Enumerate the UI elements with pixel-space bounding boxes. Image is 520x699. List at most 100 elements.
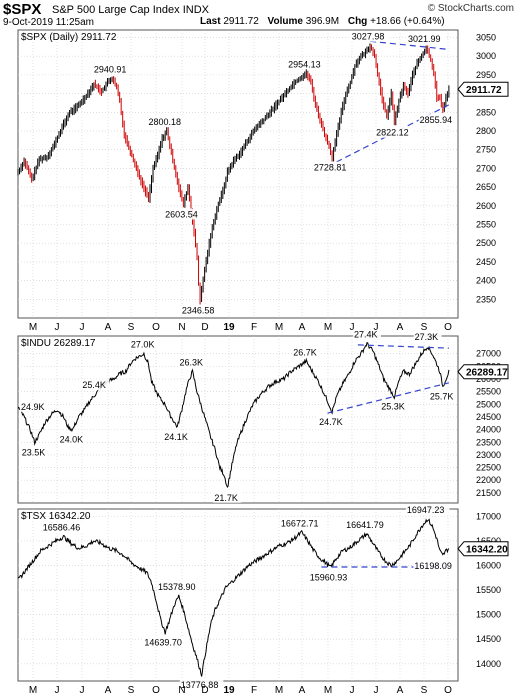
y-tick-label: 16500 — [476, 536, 501, 546]
x-tick-label: S — [421, 685, 428, 696]
trendline — [357, 344, 449, 349]
annotation-bg — [292, 346, 321, 358]
panel-legend: $INDU 26289.17 — [21, 338, 96, 349]
annotation-label: 23.5K — [22, 447, 46, 457]
x-tick-label: M — [324, 685, 332, 696]
annotation-label: 27.3K — [415, 332, 439, 342]
x-tick-label: A — [299, 322, 306, 333]
last-value-badge — [457, 364, 509, 380]
x-tick-label: A — [397, 322, 404, 333]
x-tick-label: J — [55, 322, 60, 333]
y-tick-label: 25000 — [476, 399, 501, 409]
y-tick-label: 24500 — [476, 412, 501, 422]
annotation-label: 2728.81 — [314, 163, 347, 173]
x-tick-label: O — [152, 685, 160, 696]
annotation-bg — [375, 126, 414, 138]
x-tick-label: J — [55, 685, 60, 696]
x-tick-label: J — [350, 685, 355, 696]
annotation-label: 2346.58 — [182, 306, 215, 316]
y-tick-label: 23000 — [476, 450, 501, 460]
x-tick-label: A — [105, 685, 112, 696]
annotation-bg — [179, 678, 224, 690]
series-line — [18, 342, 450, 488]
annotation-label: 16198.09 — [414, 561, 452, 571]
annotation-label: 27.4K — [354, 330, 378, 340]
x-tick-label: 19 — [223, 685, 235, 696]
annotation-label: 26.3K — [179, 357, 203, 367]
annotation-bg — [352, 328, 381, 340]
annotation-label: 3021.99 — [408, 34, 441, 44]
y-tick-label: 2950 — [476, 70, 496, 80]
y-tick-label: 14000 — [476, 659, 501, 669]
annotation-label: 3027.98 — [352, 32, 385, 42]
x-tick-label: A — [397, 685, 404, 696]
annotation-label: 15378.90 — [158, 582, 196, 592]
panel-frame-3 — [17, 508, 459, 682]
annotation-label: 2603.54 — [165, 209, 198, 219]
annotation-bg — [413, 331, 442, 343]
annotation-label: 16641.79 — [346, 520, 384, 530]
x-tick-label: J — [80, 685, 85, 696]
annotation-label: 2855.94 — [420, 115, 453, 125]
last-value-label: 2911.72 — [466, 85, 502, 96]
panel-legend: $TSX 16342.20 — [21, 511, 91, 522]
annotation-label: 2800.18 — [148, 117, 181, 127]
annotation-bg — [81, 379, 110, 391]
annotation-bg — [287, 58, 326, 70]
x-tick-label: 19 — [223, 322, 235, 333]
x-tick-label: O — [152, 322, 160, 333]
annotation-bg — [157, 581, 201, 593]
y-tick-label: 21500 — [476, 488, 501, 498]
index-name: S&P 500 Large Cap Index — [52, 4, 180, 16]
y-tick-label: 3050 — [476, 32, 496, 42]
annotation-bg — [380, 400, 409, 412]
annotation-bg — [413, 559, 457, 571]
annotation-label: 2954.13 — [288, 59, 321, 69]
y-tick-label: 27000 — [476, 349, 501, 359]
annotation-label: 25.4K — [82, 380, 106, 390]
annotation-bg — [147, 115, 186, 127]
x-tick-label: F — [251, 322, 257, 333]
annotation-label: 16672.71 — [281, 518, 319, 528]
last-value-label: 16342.20 — [466, 545, 508, 556]
y-tick-label: 16000 — [476, 561, 501, 571]
x-tick-label: J — [80, 322, 85, 333]
quote-datetime: 9-Oct-2019 11:25am — [3, 17, 94, 28]
y-tick-label: 2700 — [476, 163, 496, 173]
x-tick-label: M — [324, 322, 332, 333]
x-tick-label: O — [444, 322, 452, 333]
chart-header: $SPX S&P 500 Large Cap Index INDX 9-Oct-… — [0, 0, 520, 28]
exchange-label: INDX — [182, 4, 209, 16]
x-tick-label: D — [201, 322, 208, 333]
annotation-bg — [164, 208, 203, 220]
y-tick-label: 2650 — [476, 182, 496, 192]
annotation-label: 24.7K — [319, 417, 343, 427]
volume-label: Volume — [267, 16, 303, 27]
x-tick-label: F — [251, 685, 257, 696]
brand-watermark: © StockCharts.com — [427, 3, 514, 14]
panel-frame-2 — [17, 335, 459, 504]
annotation-bg — [178, 356, 207, 368]
x-tick-label: M — [275, 322, 283, 333]
annotation-bg — [163, 431, 192, 443]
x-tick-label: S — [421, 322, 428, 333]
y-tick-label: 2850 — [476, 107, 496, 117]
y-tick-label: 22000 — [476, 475, 501, 485]
x-tick-label: N — [178, 322, 185, 333]
annotation-bg — [58, 433, 87, 445]
annotation-bg — [418, 114, 457, 126]
y-tick-label: 23500 — [476, 437, 501, 447]
y-tick-label: 2450 — [476, 257, 496, 267]
x-tick-label: M — [275, 685, 283, 696]
last-value-badge — [457, 541, 509, 557]
x-tick-label: S — [128, 322, 135, 333]
annotation-label: 24.9K — [21, 402, 45, 412]
annotation-bg — [41, 521, 86, 533]
x-tick-label: J — [374, 322, 379, 333]
x-tick-label: M — [29, 322, 37, 333]
y-tick-label: 2500 — [476, 238, 496, 248]
y-tick-label: 25500 — [476, 387, 501, 397]
y-tick-label: 3000 — [476, 51, 496, 61]
annotation-label: 25.7K — [430, 392, 454, 402]
trendline — [369, 40, 449, 51]
